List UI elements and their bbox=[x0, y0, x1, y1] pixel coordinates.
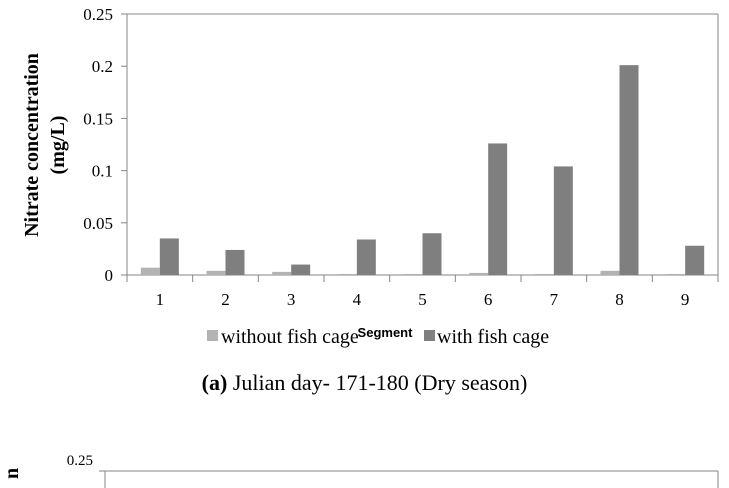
bar-without-fish-cage-5 bbox=[403, 273, 423, 275]
legend-swatch-with-fish-cage bbox=[424, 330, 435, 341]
y-tick-label: 0.05 bbox=[83, 214, 113, 233]
legend: without fish cage Segment with fish cage bbox=[207, 325, 549, 348]
y-axis: 0 0.05 0.1 0.15 0.2 0.25 bbox=[83, 5, 127, 285]
y-tick-label: 0.2 bbox=[92, 57, 113, 76]
bar-without-fish-cage-8 bbox=[600, 270, 620, 275]
y-tick-label: 0.15 bbox=[83, 109, 113, 128]
bar-with-fish-cage-6 bbox=[488, 143, 508, 275]
bar-with-fish-cage-9 bbox=[685, 245, 705, 275]
bar-without-fish-cage-9 bbox=[666, 273, 686, 275]
x-tick-label: 8 bbox=[615, 290, 624, 309]
x-tick-label: 5 bbox=[418, 290, 427, 309]
legend-swatch-without-fish-cage bbox=[207, 330, 218, 341]
bar-without-fish-cage-4 bbox=[337, 273, 357, 275]
x-tick-label: 4 bbox=[353, 290, 362, 309]
bar-with-fish-cage-7 bbox=[553, 166, 573, 275]
x-axis: 1 2 3 4 5 6 7 8 9 bbox=[126, 275, 719, 309]
caption-label: (a) bbox=[201, 370, 228, 395]
bar-without-fish-cage-1 bbox=[140, 267, 160, 275]
x-tick-label: 2 bbox=[221, 290, 230, 309]
bar-without-fish-cage-2 bbox=[206, 270, 226, 275]
second-chart-y-tick: 0.25 bbox=[67, 453, 93, 469]
bar-without-fish-cage-7 bbox=[534, 273, 554, 275]
y-tick-label: 0.1 bbox=[92, 162, 113, 181]
bar-without-fish-cage-3 bbox=[272, 271, 292, 275]
y-tick-label: 0 bbox=[105, 266, 114, 285]
bar-with-fish-cage-3 bbox=[291, 264, 311, 275]
bar-with-fish-cage-1 bbox=[159, 238, 179, 275]
x-tick-label: 6 bbox=[484, 290, 493, 309]
x-tick-label: 1 bbox=[156, 290, 165, 309]
bars bbox=[140, 65, 705, 275]
bar-with-fish-cage-2 bbox=[225, 249, 245, 275]
y-tick-label: 0.25 bbox=[83, 5, 113, 24]
x-tick-label: 7 bbox=[550, 290, 559, 309]
caption-text: Julian day- 171-180 (Dry season) bbox=[227, 370, 528, 395]
x-axis-label: Segment bbox=[358, 325, 414, 340]
bar-with-fish-cage-5 bbox=[422, 233, 442, 275]
legend-label-without-fish-cage: without fish cage bbox=[221, 326, 359, 348]
y-axis-label-line2: (mg/L) bbox=[47, 116, 69, 175]
second-chart-partial: 0.25 n bbox=[1, 453, 719, 488]
second-chart-y-label-fragment: n bbox=[1, 468, 23, 479]
figure-caption: (a) Julian day- 171-180 (Dry season) bbox=[0, 370, 729, 396]
x-tick-label: 3 bbox=[287, 290, 296, 309]
bar-with-fish-cage-8 bbox=[619, 65, 639, 275]
bar-with-fish-cage-4 bbox=[356, 239, 376, 275]
x-tick-label: 9 bbox=[681, 290, 690, 309]
legend-label-with-fish-cage: with fish cage bbox=[437, 326, 549, 348]
bar-without-fish-cage-6 bbox=[469, 272, 489, 275]
y-axis-label-line1: Nitrate concentration bbox=[21, 53, 43, 237]
